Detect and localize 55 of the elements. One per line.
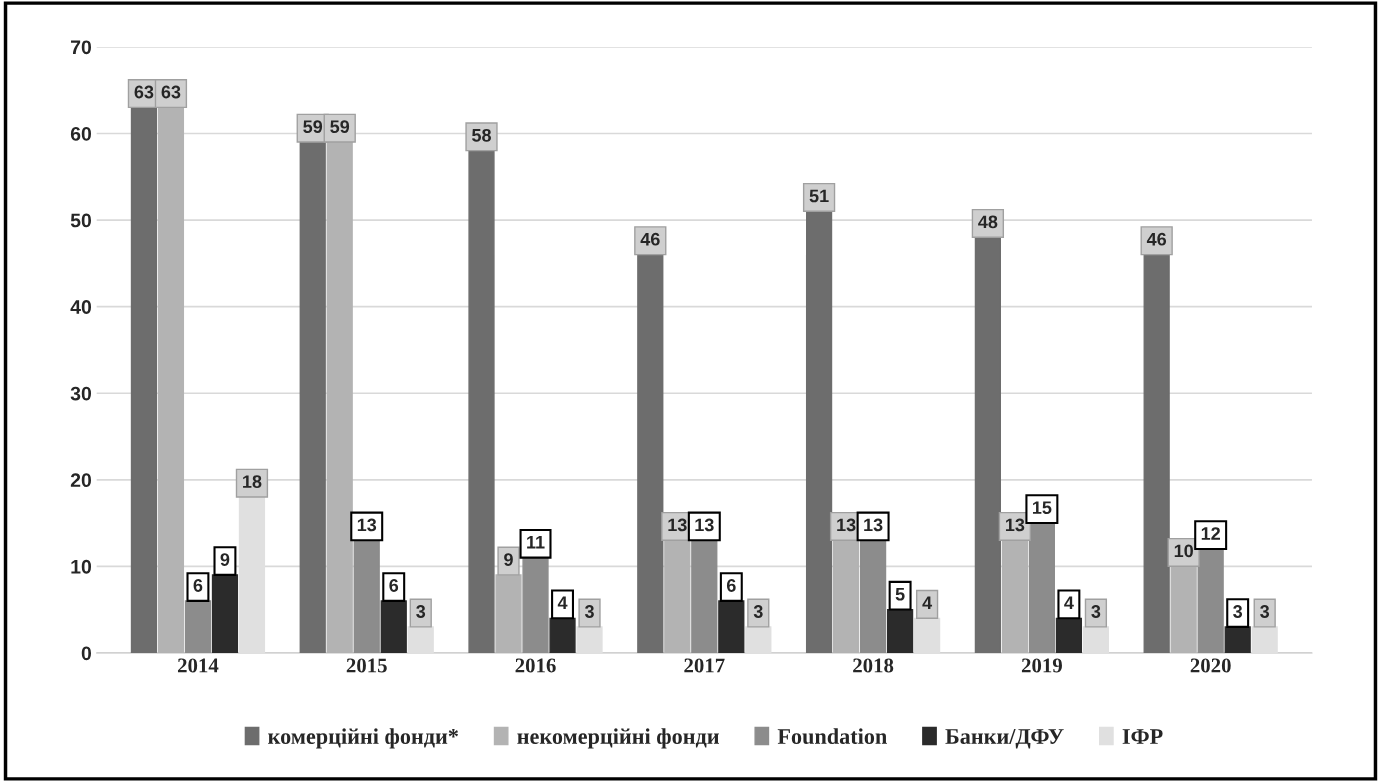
data-label: 59 <box>303 120 323 134</box>
x-tick-label: 2018 <box>853 658 894 673</box>
data-label: 9 <box>220 553 230 566</box>
legend-label: комерційні фонди* <box>268 728 459 749</box>
data-label: 63 <box>161 85 181 99</box>
data-label: 3 <box>1233 605 1243 618</box>
data-label: 13 <box>1005 518 1025 532</box>
legend-label: некомерційні фонди <box>517 728 719 749</box>
data-label: 12 <box>1201 527 1220 540</box>
data-label: 63 <box>134 85 154 99</box>
y-tick-label: 10 <box>71 559 92 574</box>
y-tick-label: 0 <box>81 646 92 661</box>
data-label: 5 <box>895 587 905 601</box>
legend-label: Банки/ДФУ <box>945 729 1064 749</box>
y-tick-label: 70 <box>71 40 92 55</box>
data-label: 51 <box>809 189 829 203</box>
data-label: 13 <box>357 518 377 532</box>
y-tick-label: 50 <box>70 213 92 228</box>
data-label: 46 <box>640 232 660 246</box>
data-label: 15 <box>1032 501 1052 514</box>
y-tick-label: 60 <box>70 126 92 141</box>
x-tick-label: 2017 <box>684 658 725 673</box>
data-label: 13 <box>864 518 883 532</box>
data-label: 4 <box>1064 596 1074 610</box>
x-tick-label: 2020 <box>1190 658 1231 673</box>
data-label: 59 <box>330 120 350 134</box>
data-label: 6 <box>193 579 203 592</box>
data-label: 11 <box>527 536 545 549</box>
x-tick-label: 2014 <box>177 658 219 673</box>
data-label: 3 <box>1260 605 1270 618</box>
y-tick-label: 20 <box>70 473 92 488</box>
data-label: 3 <box>1091 605 1101 618</box>
data-label: 4 <box>557 596 568 610</box>
data-label: 6 <box>389 579 399 592</box>
data-label: 9 <box>504 553 513 566</box>
data-label: 46 <box>1146 232 1167 246</box>
data-label: 13 <box>837 518 856 532</box>
data-label: 48 <box>978 215 998 229</box>
data-label: 3 <box>416 605 426 618</box>
x-tick-label: 2019 <box>1021 658 1062 673</box>
data-label: 13 <box>668 518 687 532</box>
x-tick-label: 2015 <box>346 658 387 673</box>
y-tick-label: 40 <box>70 300 92 314</box>
data-label: 4 <box>922 596 933 610</box>
legend-label: Foundation <box>777 728 887 745</box>
legend-label: ІФР <box>1122 729 1163 744</box>
data-label: 3 <box>584 605 594 618</box>
data-label: 3 <box>753 605 763 618</box>
data-label: 6 <box>726 579 736 592</box>
data-label: 18 <box>243 475 262 488</box>
data-label: 58 <box>472 128 491 142</box>
data-label: 10 <box>1174 544 1193 558</box>
y-tick-label: 30 <box>70 386 92 401</box>
data-label: 13 <box>695 518 714 532</box>
x-tick-label: 2016 <box>515 658 556 673</box>
